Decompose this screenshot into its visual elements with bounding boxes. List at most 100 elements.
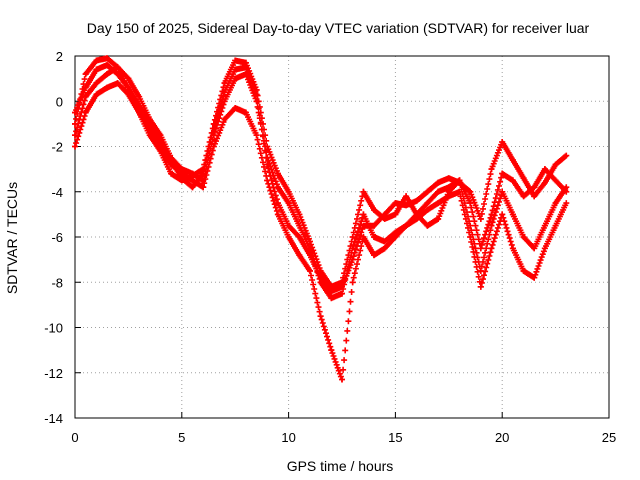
data-point (296, 234, 303, 240)
data-point (488, 222, 495, 229)
data-point (72, 143, 78, 150)
data-point (520, 234, 527, 240)
data-point (360, 211, 367, 218)
data-point (232, 66, 239, 73)
data-point (445, 175, 452, 182)
data-point (467, 188, 474, 195)
data-point (93, 57, 100, 64)
data-point (210, 125, 217, 132)
data-point (509, 245, 516, 252)
data-point (541, 179, 548, 186)
data-point (360, 234, 367, 240)
data-point (381, 238, 388, 245)
data-point (82, 84, 89, 91)
data-point (82, 71, 89, 78)
data-point (285, 222, 292, 229)
data-point (189, 184, 196, 191)
data-point (274, 200, 281, 207)
data-point (531, 193, 538, 200)
data-point (221, 89, 228, 96)
data-point (435, 215, 442, 222)
data-point (381, 245, 388, 252)
y-tick-label: -10 (44, 321, 63, 336)
data-point (424, 188, 431, 195)
data-point (563, 152, 570, 159)
data-point (264, 161, 271, 168)
data-point (242, 109, 249, 116)
data-point (552, 222, 559, 229)
data-point (499, 211, 506, 218)
data-point (349, 245, 356, 252)
data-point (82, 109, 89, 116)
data-point (499, 188, 506, 195)
data-point (445, 184, 452, 191)
data-point (349, 279, 356, 286)
data-point (349, 234, 356, 240)
data-point (424, 200, 431, 207)
data-point (531, 184, 538, 191)
series-track-3 (72, 80, 570, 383)
x-tick-label: 20 (495, 430, 509, 445)
data-point (285, 234, 292, 240)
data-point (392, 234, 399, 240)
data-point (253, 132, 260, 139)
data-point (200, 170, 207, 177)
data-point (253, 91, 260, 98)
data-point (307, 267, 313, 274)
data-point (381, 211, 388, 218)
y-tick-label: 2 (56, 49, 63, 64)
data-point (221, 116, 228, 123)
data-point (424, 206, 431, 213)
y-tick-label: -8 (51, 275, 63, 290)
data-point (285, 188, 292, 195)
data-point (178, 175, 185, 182)
data-point (488, 211, 495, 218)
x-tick-label: 25 (602, 430, 616, 445)
data-point (114, 80, 121, 87)
data-point (392, 200, 399, 207)
x-tick-label: 15 (388, 430, 402, 445)
data-point (339, 283, 345, 290)
data-point (189, 177, 196, 184)
y-tick-label: 0 (56, 94, 63, 109)
data-point (82, 93, 89, 100)
data-point (541, 245, 548, 252)
data-point (360, 188, 367, 195)
data-point (242, 64, 249, 71)
data-point (371, 222, 377, 229)
data-point (168, 170, 175, 177)
data-point (413, 215, 420, 222)
data-point (552, 161, 559, 168)
y-tick-label: -14 (44, 411, 63, 426)
data-point (339, 290, 345, 297)
data-point (360, 222, 367, 229)
data-point (424, 222, 431, 229)
data-point (349, 256, 356, 263)
data-point (403, 193, 410, 200)
chart-title: Day 150 of 2025, Sidereal Day-to-day VTE… (87, 20, 590, 36)
data-point (392, 211, 399, 218)
data-point (296, 211, 303, 218)
data-point (339, 376, 345, 383)
x-axis-label: GPS time / hours (287, 458, 394, 474)
grid-layer (74, 55, 610, 419)
data-point (232, 57, 239, 64)
data-point (403, 202, 410, 209)
data-point (72, 132, 78, 139)
data-point (168, 157, 175, 164)
data-point (317, 274, 324, 281)
data-point (552, 200, 559, 207)
data-point (157, 139, 164, 145)
data-point (296, 252, 303, 259)
data-point (413, 197, 420, 204)
data-point (509, 157, 516, 164)
data-point (541, 222, 548, 229)
data-point (232, 105, 239, 111)
data-point (435, 188, 442, 195)
y-tick-labels: 2 0 -2 -4 -6 -8 -10 -12 -14 (44, 49, 63, 426)
data-point (146, 120, 153, 127)
data-point (477, 283, 484, 290)
data-point (456, 188, 463, 195)
y-axis-label: SDTVAR / TECUs (4, 182, 20, 294)
